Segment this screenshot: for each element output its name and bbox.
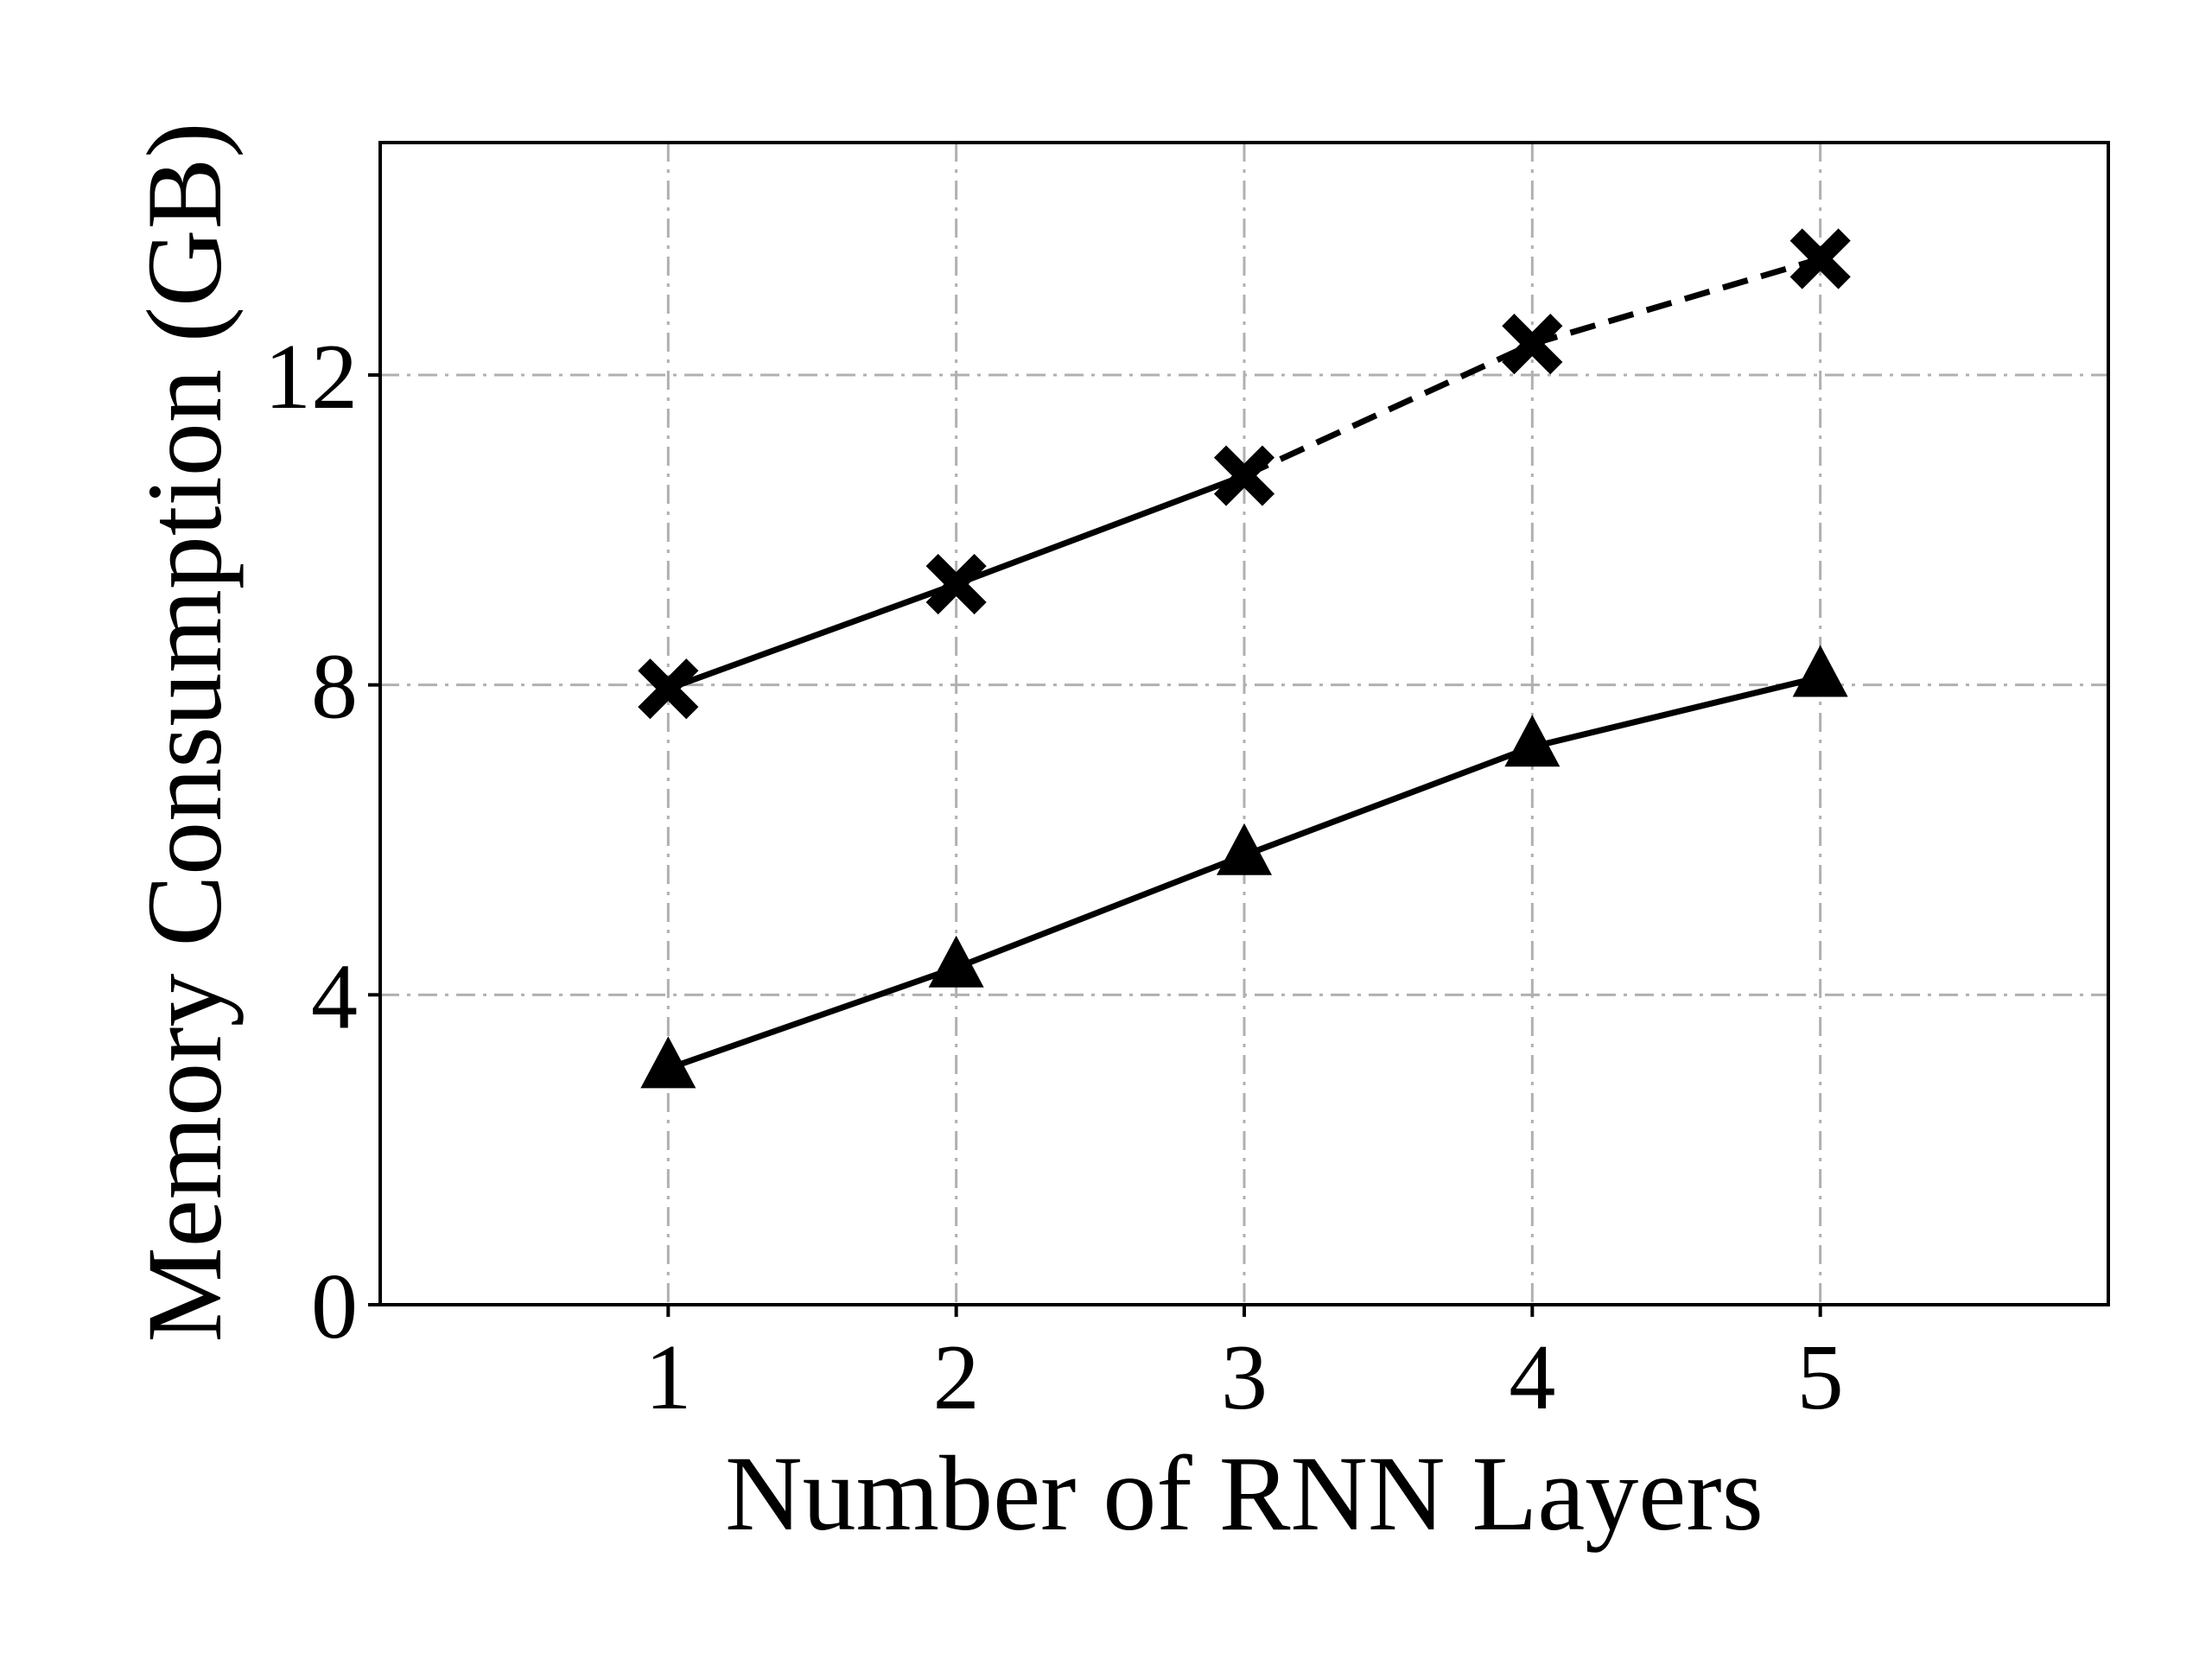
triangle-marker bbox=[640, 1036, 696, 1089]
y-axis-title: Memory Consumption (GB) bbox=[125, 122, 244, 1342]
x-marker bbox=[925, 554, 987, 615]
x-tick-label: 2 bbox=[933, 1326, 980, 1429]
triangle-marker bbox=[928, 935, 984, 988]
series-line-segment bbox=[1531, 674, 1821, 750]
series-line-segment bbox=[1243, 744, 1534, 859]
x-marker bbox=[638, 658, 699, 720]
x-tick-label: 1 bbox=[645, 1326, 691, 1429]
y-tick-label: 12 bbox=[264, 326, 358, 429]
x-tick-label: 4 bbox=[1509, 1326, 1555, 1429]
x-marker bbox=[1502, 314, 1563, 375]
x-axis-title: Number of RNN Layers bbox=[725, 1434, 1764, 1553]
series-layer bbox=[638, 228, 1851, 1089]
series-line-segment bbox=[667, 964, 957, 1071]
series-dashed-segment bbox=[1531, 256, 1821, 347]
y-tick-label: 4 bbox=[311, 945, 358, 1048]
triangle-marker bbox=[1217, 823, 1272, 875]
x-tick-label: 3 bbox=[1221, 1326, 1268, 1429]
x-marker bbox=[1789, 228, 1851, 289]
triangle-marker bbox=[1504, 715, 1560, 767]
series-line-segment bbox=[955, 852, 1246, 971]
x-tick-label: 5 bbox=[1797, 1326, 1844, 1429]
y-tick-label: 0 bbox=[311, 1255, 358, 1358]
y-tick-label: 8 bbox=[311, 636, 358, 739]
triangle-marker bbox=[1792, 645, 1848, 697]
grid-lines bbox=[380, 143, 2108, 1305]
series-line-segment bbox=[955, 473, 1246, 588]
series-dashed-segment bbox=[1243, 340, 1534, 479]
x-marker bbox=[1213, 445, 1275, 506]
series-line-segment bbox=[667, 581, 957, 692]
